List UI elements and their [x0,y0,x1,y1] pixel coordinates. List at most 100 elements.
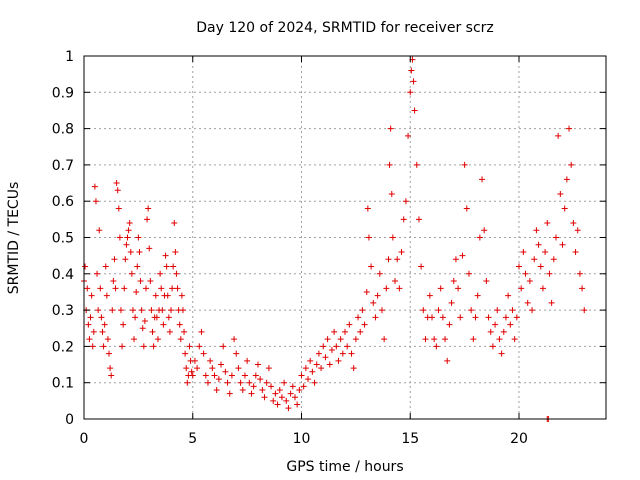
data-point [298,372,305,379]
data-point [407,89,414,96]
data-point [444,357,451,364]
data-point [82,263,89,270]
data-point [398,249,405,256]
data-point [226,390,233,397]
data-point [405,132,412,139]
data-point [121,285,128,292]
data-point [555,132,562,139]
x-tick-label: 5 [188,431,197,447]
data-point [172,249,179,256]
data-point [90,328,97,335]
data-point [147,278,154,285]
y-tick-label: 0.1 [52,376,74,392]
data-point [128,270,135,277]
data-point [492,321,499,328]
data-point [126,219,133,226]
data-point [331,328,338,335]
y-tick-label: 0.6 [52,194,74,210]
data-point [261,394,268,401]
data-point [184,379,191,386]
y-tick-label: 0.7 [52,158,74,174]
x-tick-label: 10 [293,431,311,447]
data-point [165,314,172,321]
data-point [457,314,464,321]
x-axis-label: GPS time / hours [286,459,403,475]
data-point [431,336,438,343]
data-point [158,285,165,292]
data-point [376,270,383,277]
data-point [518,285,525,292]
data-point [320,343,327,350]
data-point [135,234,142,241]
data-point [224,379,231,386]
data-point [370,299,377,306]
data-point [385,256,392,263]
data-point [168,307,174,314]
data-point [170,263,177,270]
x-tick-label: 0 [80,431,89,447]
data-point [415,216,422,223]
data-point [218,361,225,368]
data-point [529,307,536,314]
data-point [410,78,417,85]
data-point [374,292,381,299]
data-point [476,234,483,241]
data-point [291,394,298,401]
data-point [132,314,139,321]
data-point [228,372,235,379]
data-point [333,343,340,350]
data-point [107,365,114,372]
data-point [177,336,184,343]
data-point [211,372,218,379]
data-point [439,314,446,321]
data-point [198,328,205,335]
data-point [429,314,435,321]
data-point [307,357,314,364]
data-point [355,314,362,321]
data-point [133,288,140,295]
data-point [339,350,346,357]
data-point [561,205,568,212]
data-point [368,263,375,270]
data-point [164,292,171,299]
data-point [400,216,407,223]
data-point [209,365,216,372]
data-point [408,67,415,74]
data-point [296,386,303,393]
data-point [204,379,211,386]
data-point [222,368,229,375]
data-point [150,343,157,350]
data-point [259,386,266,393]
data-point [176,321,183,328]
data-point [215,376,222,383]
data-point [507,321,514,328]
data-point [154,336,161,343]
data-point [568,161,575,168]
data-point [289,383,296,390]
data-point [483,278,490,285]
data-point [557,190,564,197]
data-point [169,285,176,292]
data-point [114,187,121,194]
data-point [110,278,117,285]
data-point [112,285,119,292]
data-point [231,336,238,343]
data-point [233,350,240,357]
data-point [207,357,214,364]
data-point [326,361,333,368]
data-point [102,263,109,270]
data-point [496,336,503,343]
data-points [81,56,588,422]
y-axis-label: SRMTID / TECUs [6,182,22,295]
data-point [426,292,433,299]
data-point [104,336,111,343]
data-point [381,336,388,343]
data-point [455,285,462,292]
data-point [392,278,399,285]
data-point [294,401,301,408]
data-point [145,205,152,212]
data-point [257,376,264,383]
data-point [252,372,259,379]
data-point [92,198,99,205]
data-point [113,180,120,187]
